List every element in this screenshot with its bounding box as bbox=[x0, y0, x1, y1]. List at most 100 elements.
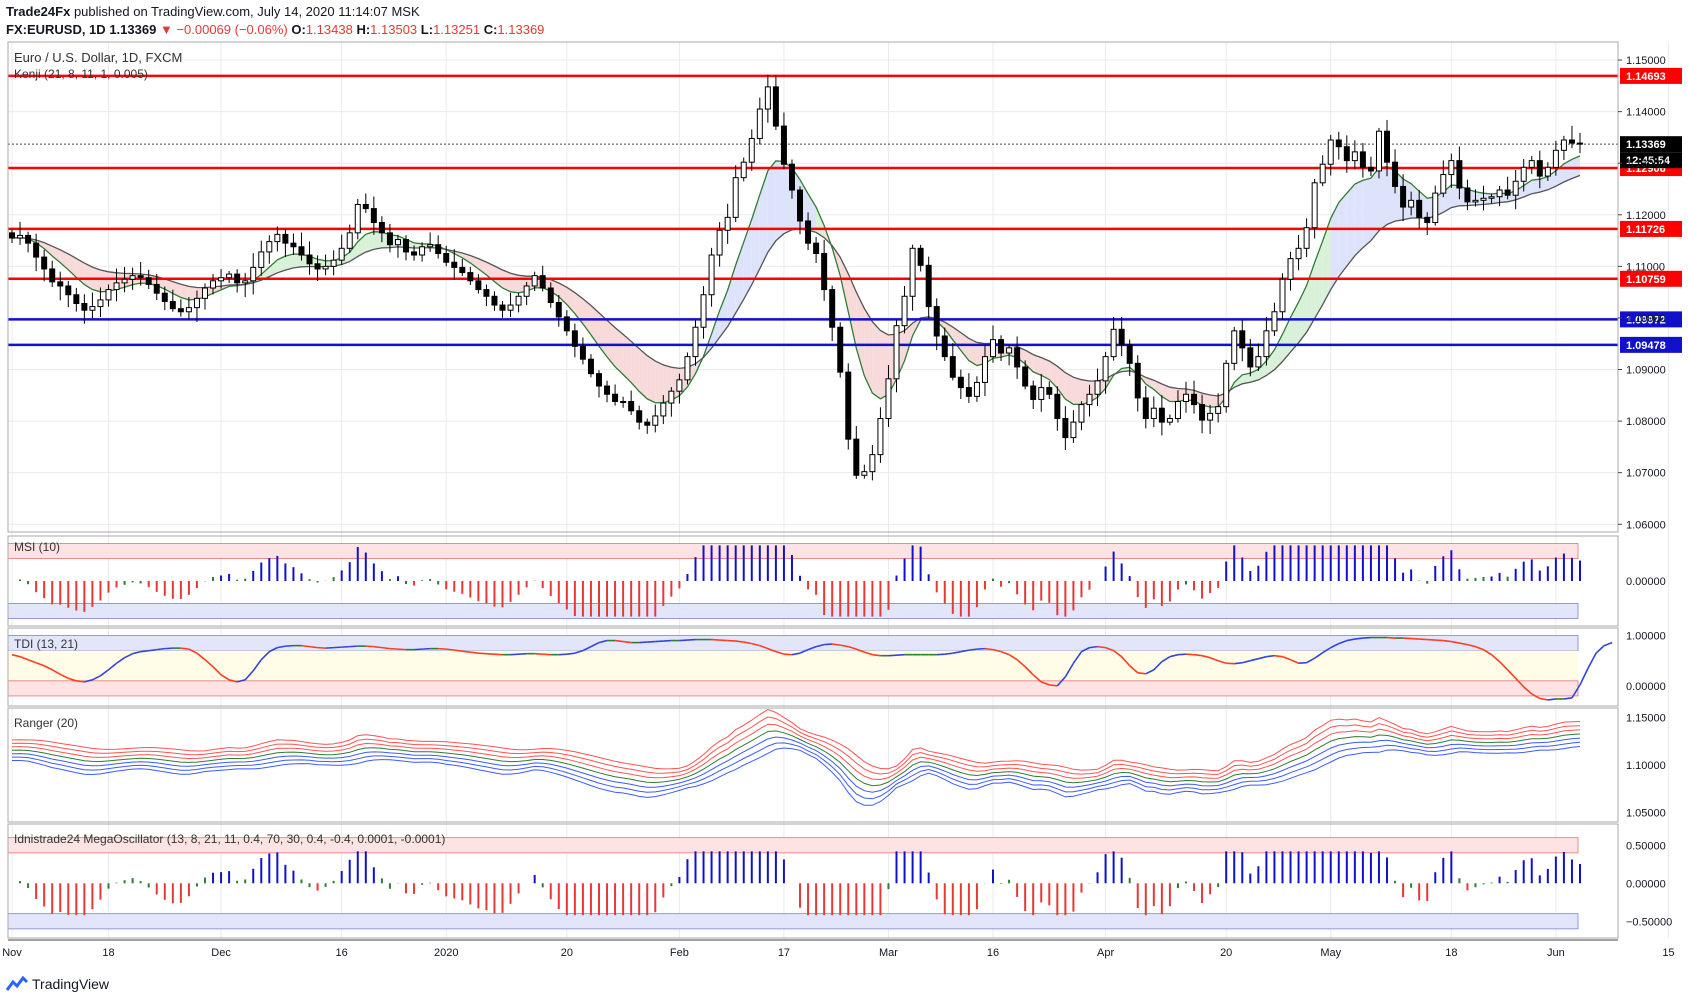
tdi-segment bbox=[1491, 654, 1501, 663]
kenji-cloud-segment bbox=[775, 160, 784, 241]
tdi-segment bbox=[1234, 661, 1243, 665]
tdi-segment bbox=[107, 662, 118, 671]
tdi-segment bbox=[1217, 659, 1227, 664]
tdi-segment bbox=[1242, 659, 1251, 664]
tdi-segment bbox=[647, 640, 656, 643]
tdi-segment bbox=[462, 650, 471, 653]
candle-body bbox=[732, 177, 739, 218]
tdi-segment bbox=[1081, 646, 1090, 653]
time-tick-label: Nov bbox=[2, 947, 22, 959]
level-price-label: 1.09972 bbox=[1626, 314, 1666, 326]
kenji-cloud-segment bbox=[727, 265, 736, 327]
candle-body bbox=[941, 335, 948, 358]
pane-title: MSI (10) bbox=[14, 540, 60, 554]
open-value: 1.13438 bbox=[305, 22, 353, 37]
tdi-segment bbox=[872, 653, 881, 657]
ranger-lines bbox=[11, 708, 1581, 806]
level-price-label: 1.10759 bbox=[1626, 274, 1666, 286]
tdi-segment bbox=[1435, 639, 1444, 642]
symbol-ohlc-bar: FX:EURUSD, 1D 1.13369 ▼ −0.00069 (−0.06%… bbox=[6, 22, 544, 37]
candle-body bbox=[644, 421, 651, 426]
kenji-cloud-segment bbox=[502, 269, 511, 292]
tdi-segment bbox=[1603, 641, 1613, 647]
candle-body bbox=[1263, 330, 1270, 358]
time-tick-label: 20 bbox=[1220, 947, 1232, 959]
time-tick-label: 15 bbox=[1662, 947, 1674, 959]
candle-body bbox=[1110, 328, 1117, 358]
down-arrow-icon: ▼ bbox=[159, 22, 173, 37]
candles bbox=[9, 74, 1583, 481]
tdi-segment bbox=[735, 640, 744, 643]
tradingview-footer: TradingView bbox=[6, 976, 109, 992]
close-value: 1.13369 bbox=[497, 22, 545, 37]
candle-body bbox=[604, 385, 611, 395]
tdi-segment bbox=[1137, 671, 1146, 675]
candle-body bbox=[1536, 160, 1543, 177]
candle-body bbox=[973, 381, 980, 397]
kenji-cloud-segment bbox=[1346, 184, 1355, 267]
chart-canvas[interactable]: 1.146931.129061.117261.107591.099721.094… bbox=[0, 0, 1688, 964]
countdown-tag bbox=[1620, 152, 1682, 169]
tdi-segment bbox=[1049, 684, 1058, 687]
tdi-segment bbox=[373, 645, 382, 649]
tdi-segment bbox=[494, 653, 503, 656]
price-change: −0.00069 (−0.06%) bbox=[176, 22, 288, 37]
tdi-segment bbox=[59, 673, 69, 680]
pane-frames bbox=[7, 41, 1619, 939]
candle-body bbox=[1070, 421, 1077, 439]
footer-brand: TradingView bbox=[32, 976, 110, 992]
candle-body bbox=[57, 281, 64, 287]
candle-body bbox=[990, 339, 996, 358]
candle-body bbox=[185, 307, 192, 313]
candle-body bbox=[177, 308, 184, 313]
symbol-name[interactable]: FX:EURUSD, 1D bbox=[6, 22, 106, 37]
tdi-segment bbox=[888, 654, 897, 657]
time-tick-label: Feb bbox=[670, 947, 689, 959]
time-tick-label: Apr bbox=[1097, 947, 1114, 959]
tdi-segment bbox=[510, 653, 519, 656]
candle-body bbox=[813, 242, 820, 254]
kenji-cloud-segment bbox=[60, 249, 69, 270]
candle-body bbox=[853, 438, 860, 476]
candle-body bbox=[1078, 404, 1085, 423]
published-text: published on TradingView.com, July 14, 2… bbox=[73, 4, 420, 19]
candle-body bbox=[676, 379, 683, 392]
tdi-segment bbox=[775, 650, 785, 655]
tdi-segment bbox=[767, 647, 777, 653]
candle-body bbox=[89, 306, 96, 311]
candle-body bbox=[571, 330, 578, 347]
kenji-cloud-segment bbox=[52, 246, 61, 263]
kenji-cloud-segment bbox=[1451, 185, 1460, 208]
candle-body bbox=[1568, 139, 1575, 144]
tdi-segment bbox=[944, 652, 953, 655]
tdi-segment bbox=[1153, 661, 1163, 671]
kenji-cloud-segment bbox=[872, 321, 881, 399]
tdi-segment bbox=[51, 669, 61, 675]
pane-frame bbox=[7, 41, 1619, 533]
kenji-cloud-segment bbox=[1378, 166, 1388, 231]
publisher-name: Trade24Fx bbox=[6, 4, 71, 19]
candle-body bbox=[797, 189, 804, 222]
candle-body bbox=[378, 222, 385, 234]
candle-body bbox=[499, 304, 506, 311]
price-tick-label: 1.10000 bbox=[1626, 313, 1666, 325]
kenji-cloud-segment bbox=[639, 348, 648, 399]
candle-body bbox=[925, 264, 932, 308]
tdi-segment bbox=[518, 652, 527, 655]
level-price-label: 1.14693 bbox=[1626, 71, 1666, 83]
candle-body bbox=[1472, 199, 1479, 203]
tdi-segment bbox=[936, 653, 945, 656]
tdi-segment bbox=[1266, 654, 1275, 658]
tdi-segment bbox=[1411, 637, 1420, 640]
tdi-segment bbox=[116, 657, 126, 664]
tdi-segment bbox=[148, 648, 157, 652]
kenji-cloud-segment bbox=[904, 323, 913, 361]
kenji-cloud-segment bbox=[365, 231, 374, 253]
pane-title: Euro / U.S. Dollar, 1D, FXCM bbox=[14, 50, 182, 65]
tdi-segment bbox=[1507, 669, 1517, 679]
time-tick-label: 17 bbox=[778, 947, 790, 959]
kenji-cloud-segment bbox=[1033, 354, 1042, 376]
tdi-segment bbox=[228, 679, 238, 683]
candle-body bbox=[1191, 393, 1198, 406]
last-price-label: 1.13369 bbox=[1626, 139, 1666, 151]
